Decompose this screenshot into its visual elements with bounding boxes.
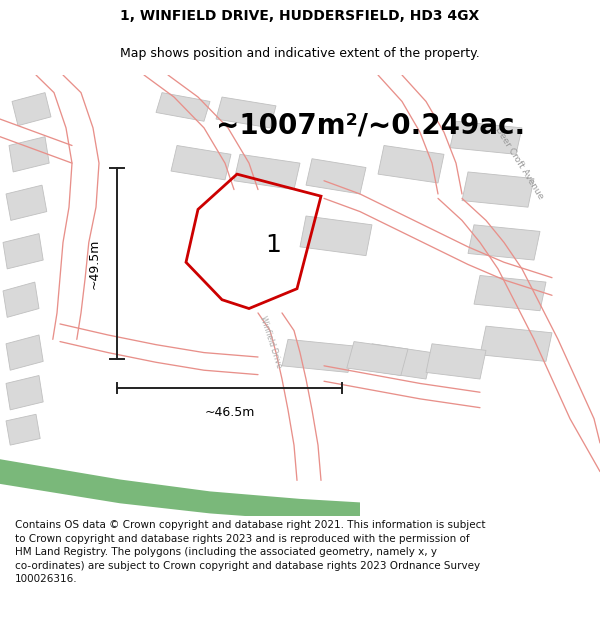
- Text: Deer Croft Avenue: Deer Croft Avenue: [493, 126, 545, 201]
- Polygon shape: [462, 172, 534, 207]
- Polygon shape: [426, 344, 486, 379]
- Text: Winfield Drive: Winfield Drive: [259, 314, 284, 369]
- Polygon shape: [347, 342, 408, 376]
- Polygon shape: [474, 276, 546, 311]
- Polygon shape: [6, 414, 40, 445]
- Polygon shape: [366, 344, 432, 379]
- Text: A640 - New Hey Road: A640 - New Hey Road: [72, 462, 207, 488]
- Polygon shape: [6, 376, 43, 410]
- Polygon shape: [171, 146, 231, 180]
- Text: ~49.5m: ~49.5m: [88, 238, 101, 289]
- Polygon shape: [6, 335, 43, 370]
- Polygon shape: [450, 121, 522, 154]
- Polygon shape: [3, 234, 43, 269]
- Polygon shape: [12, 92, 51, 126]
- Text: ~46.5m: ~46.5m: [205, 406, 254, 419]
- Polygon shape: [234, 154, 300, 189]
- Polygon shape: [6, 185, 47, 221]
- Text: 1, WINFIELD DRIVE, HUDDERSFIELD, HD3 4GX: 1, WINFIELD DRIVE, HUDDERSFIELD, HD3 4GX: [121, 9, 479, 24]
- Polygon shape: [156, 92, 210, 121]
- Polygon shape: [378, 146, 444, 183]
- Polygon shape: [480, 326, 552, 361]
- Polygon shape: [468, 225, 540, 260]
- Polygon shape: [9, 137, 49, 172]
- Polygon shape: [300, 216, 372, 256]
- Polygon shape: [216, 97, 276, 128]
- Polygon shape: [306, 159, 366, 194]
- Text: ~1007m²/~0.249ac.: ~1007m²/~0.249ac.: [216, 112, 525, 139]
- Text: Contains OS data © Crown copyright and database right 2021. This information is : Contains OS data © Crown copyright and d…: [15, 520, 485, 584]
- Polygon shape: [3, 282, 39, 318]
- Text: Map shows position and indicative extent of the property.: Map shows position and indicative extent…: [120, 48, 480, 61]
- Polygon shape: [0, 459, 360, 524]
- Polygon shape: [282, 339, 354, 372]
- Text: 1: 1: [265, 232, 281, 257]
